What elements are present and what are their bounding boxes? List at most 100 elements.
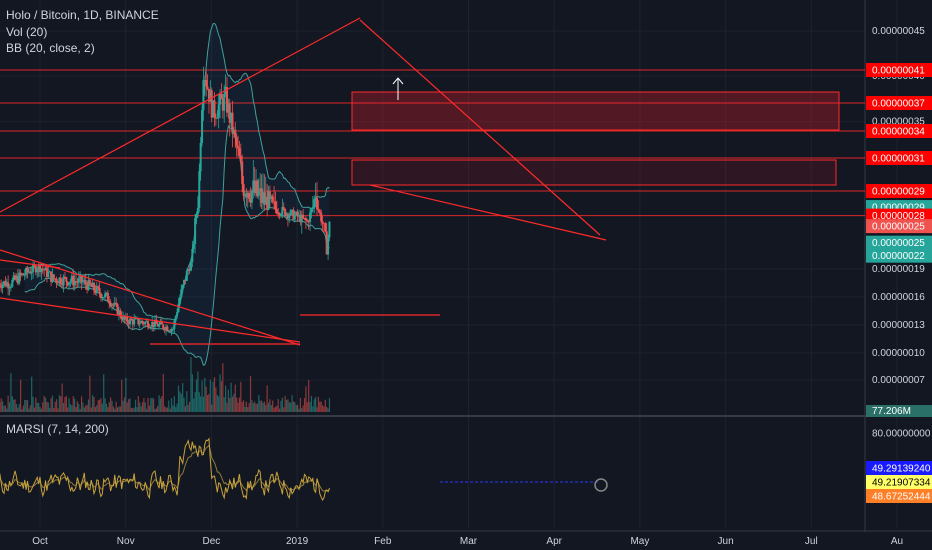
candle-body [209,90,212,102]
candle-body [293,214,296,220]
volume-bar [327,408,329,412]
trend-lines [0,17,607,346]
candle-body [133,319,136,325]
volume-bar [312,406,314,412]
candle-body [163,328,166,331]
volume-bar [184,406,187,412]
volume-bar [69,404,72,412]
volume-bar [320,401,322,412]
candle-body [304,218,307,221]
volume-bar [165,407,167,412]
marsi-fast-line [0,437,330,501]
volume-bar [82,402,84,412]
volume-bar [237,402,239,412]
candle-body [187,269,190,271]
candle-body [138,323,141,325]
volume-bar [166,407,169,412]
volume-bar [85,405,87,412]
volume-bar [187,404,189,412]
candle-body [183,279,186,286]
candle-body [119,310,122,317]
volume-bar [301,408,303,412]
price-tag [866,235,932,250]
candle-body [87,279,90,290]
price-tag-label: 0.00000028 [872,211,925,222]
candle-body [286,213,289,219]
volume-bar [115,401,117,412]
candle-body [325,231,328,255]
volume-bar [204,377,206,412]
candle-body [266,196,269,210]
bollinger-indicator-label[interactable]: BB (20, close, 2) [6,41,95,55]
volume-bar [324,399,326,412]
volume-bar [75,406,77,412]
candle-body [166,326,169,331]
candle-body [86,284,89,290]
volume-bar [71,405,73,412]
candle-body [66,281,69,286]
candle-body [20,273,23,276]
volume-bar [288,402,290,412]
volume-bar [241,402,243,412]
candle-body [120,316,123,320]
volume-bar [290,402,292,412]
volume-bar [298,408,300,412]
candle-body [22,273,25,276]
volume-bar [197,371,199,412]
candle-body [149,326,152,328]
candle-body [80,275,83,283]
candle-body [95,286,98,294]
volume-bar [122,400,124,412]
marsi-indicator-label[interactable]: MARSI (7, 14, 200) [6,422,109,436]
volume-bar [242,400,245,412]
volume-bar [306,402,308,412]
volume-bar [143,398,145,412]
candle-body [264,196,267,205]
volume-bar [119,406,121,412]
volume-bar [141,402,144,412]
candle-body [181,285,184,290]
volume-bar [57,408,59,412]
candle-body [227,103,230,113]
trendline-falling-upper [0,249,301,346]
candle-body [324,223,327,232]
volume-bar [295,405,297,412]
candle-body [321,221,324,224]
candle-body [54,278,57,280]
volume-bar [259,400,261,412]
candle-body [178,297,181,304]
candle-body [12,275,15,281]
volume-indicator-label[interactable]: Vol (20) [6,25,48,39]
candle-body [30,271,33,274]
volume-bar [101,403,103,412]
candle-body [68,282,71,286]
candle-body [207,88,210,102]
volume-bar [284,396,286,412]
candle-body [252,180,255,191]
chart-title[interactable]: Holo / Bitcoin, 1D, BINANCE [6,8,159,22]
volume-bar [93,397,95,412]
arrow-up-icon [392,77,404,100]
candle-body [313,198,316,208]
volume-bar [316,407,318,412]
candle-body [256,180,259,196]
marsi-tick-label: 80.00000000 [872,429,931,440]
candle-body [116,304,119,315]
volume-bar [180,393,182,412]
volume-bar [205,386,207,412]
candle-body [206,86,209,89]
candle-body [127,322,130,325]
volume-bar [191,374,193,412]
volume-bar [40,408,42,412]
candle-body [263,192,266,205]
candle-body [137,318,140,325]
volume-bar [272,400,274,412]
candle-body [36,268,39,273]
volume-bar [56,399,58,412]
candle-body [9,286,12,288]
volume-bar [22,405,24,412]
time-tick-label: Nov [117,536,135,547]
candle-body [253,180,256,194]
candle-body [242,183,245,196]
